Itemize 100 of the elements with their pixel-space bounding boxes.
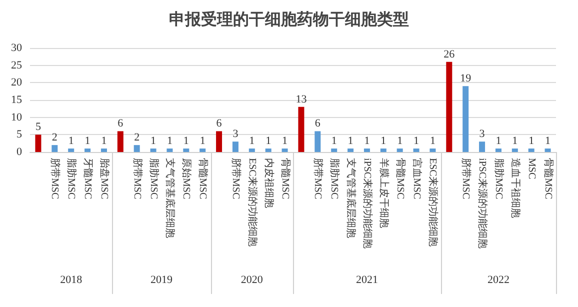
data-label: 1 (397, 135, 403, 148)
x-tick-label: 支气管基底层细胞 (164, 158, 176, 238)
data-label: 1 (150, 135, 156, 148)
data-label: 1 (84, 135, 90, 148)
text: 2018 (60, 274, 83, 286)
bar (348, 148, 354, 152)
bar (35, 134, 42, 152)
x-tick-label: 脂肪MSC (148, 158, 160, 200)
data-label: 1 (183, 135, 189, 148)
bar (430, 148, 436, 152)
data-label: 1 (249, 135, 255, 148)
bar (495, 148, 502, 152)
bar (364, 148, 370, 152)
x-tick-label: 造血干祖细胞 (509, 158, 522, 218)
x-tick-label: 骨髓MSC (542, 158, 554, 200)
data-label: 1 (331, 135, 337, 148)
bar (183, 148, 190, 152)
bar (134, 145, 140, 152)
data-label: 6 (216, 118, 222, 130)
y-tick-label: 5 (16, 128, 22, 141)
x-tick-label: 脐带MSC (312, 158, 324, 200)
x-tick-label: 脐带MSC (460, 158, 472, 200)
data-label: 2 (52, 132, 58, 144)
data-label: 1 (166, 135, 172, 148)
bar (282, 148, 288, 152)
data-label: 19 (460, 72, 472, 85)
x-tick-label: 支气管基底层细胞 (345, 158, 358, 238)
bar (265, 148, 272, 152)
chart-title: 申报受理的干细胞药物干细胞类型 (169, 10, 409, 28)
bar (200, 148, 206, 152)
bar (446, 62, 452, 152)
x-tick-label: 骨髓MSC (394, 158, 406, 200)
x-tick-label: iPSC来源的功能细胞 (361, 158, 374, 249)
x-tick-label: 胎盘MSC (98, 158, 110, 200)
data-label: 1 (101, 135, 107, 148)
bar (100, 148, 107, 152)
bar (166, 148, 173, 152)
x-tick-label: iPSC来源的功能细胞 (476, 158, 489, 249)
x-tick-label: 原始MSC (180, 158, 192, 200)
bar (150, 148, 156, 152)
x-tick-label: ESC来源的功能细胞 (427, 158, 440, 246)
x-tick-label: MSC (526, 158, 537, 180)
data-label: 6 (118, 118, 124, 130)
bar (396, 148, 403, 152)
text: 2020 (240, 274, 264, 286)
data-label: 13 (296, 93, 308, 106)
bar (413, 148, 420, 152)
data-label: 26 (444, 48, 456, 60)
data-label: 1 (282, 135, 288, 148)
x-tick-label: 内皮祖细胞 (262, 158, 275, 208)
y-tick-label: 20 (11, 76, 22, 89)
x-tick-label: 脐带MSC (230, 158, 242, 200)
bar (298, 106, 304, 152)
x-tick-label: 宫血MSC (410, 158, 423, 200)
data-label: 5 (35, 121, 42, 134)
data-label: 1 (200, 135, 206, 148)
x-tick-label: 脂肪MSC (328, 158, 341, 200)
y-tick-label: 30 (11, 42, 22, 54)
data-label: 1 (380, 135, 386, 148)
x-tick-label: 骨髓MSC (197, 158, 210, 200)
x-tick-label: 牙髓MSC (82, 158, 94, 200)
data-label: 1 (496, 135, 502, 148)
data-label: 1 (430, 135, 436, 148)
bar (462, 86, 469, 152)
bar (232, 142, 238, 152)
bar (52, 145, 58, 152)
x-tick-label: 脂肪MSC (492, 158, 505, 200)
y-tick-label: 10 (11, 111, 22, 124)
data-label: 1 (348, 135, 354, 148)
bar (248, 148, 255, 152)
y-tick-label: 0 (16, 146, 22, 158)
data-label: 3 (479, 128, 486, 140)
bar (216, 131, 222, 152)
x-tick-label: 羊膜上皮干细胞 (378, 158, 390, 228)
data-label: 2 (134, 132, 140, 144)
bar (68, 148, 74, 152)
data-label: 6 (314, 118, 321, 130)
data-label: 1 (528, 135, 534, 148)
y-tick-label: 25 (11, 59, 22, 72)
x-tick-label: 脂肪MSC (66, 158, 78, 200)
data-label: 1 (414, 135, 420, 148)
data-label: 1 (364, 135, 370, 148)
data-label: 1 (266, 135, 272, 148)
y-tick-label: 15 (11, 94, 22, 106)
bar (512, 148, 518, 152)
text: 2022 (487, 274, 510, 286)
bar (117, 131, 124, 152)
text: 2021 (356, 274, 378, 286)
bar (331, 148, 338, 152)
data-label: 1 (545, 135, 551, 148)
bar (380, 148, 386, 152)
bar (479, 142, 486, 152)
bar (314, 131, 321, 152)
data-label: 1 (68, 135, 74, 148)
text: 2019 (150, 274, 173, 286)
x-tick-label: 脐带MSC (49, 158, 62, 200)
bar (544, 148, 551, 152)
x-tick-label: 骨髓MSC (279, 158, 292, 200)
data-label: 1 (512, 135, 518, 148)
data-label: 3 (232, 128, 239, 140)
